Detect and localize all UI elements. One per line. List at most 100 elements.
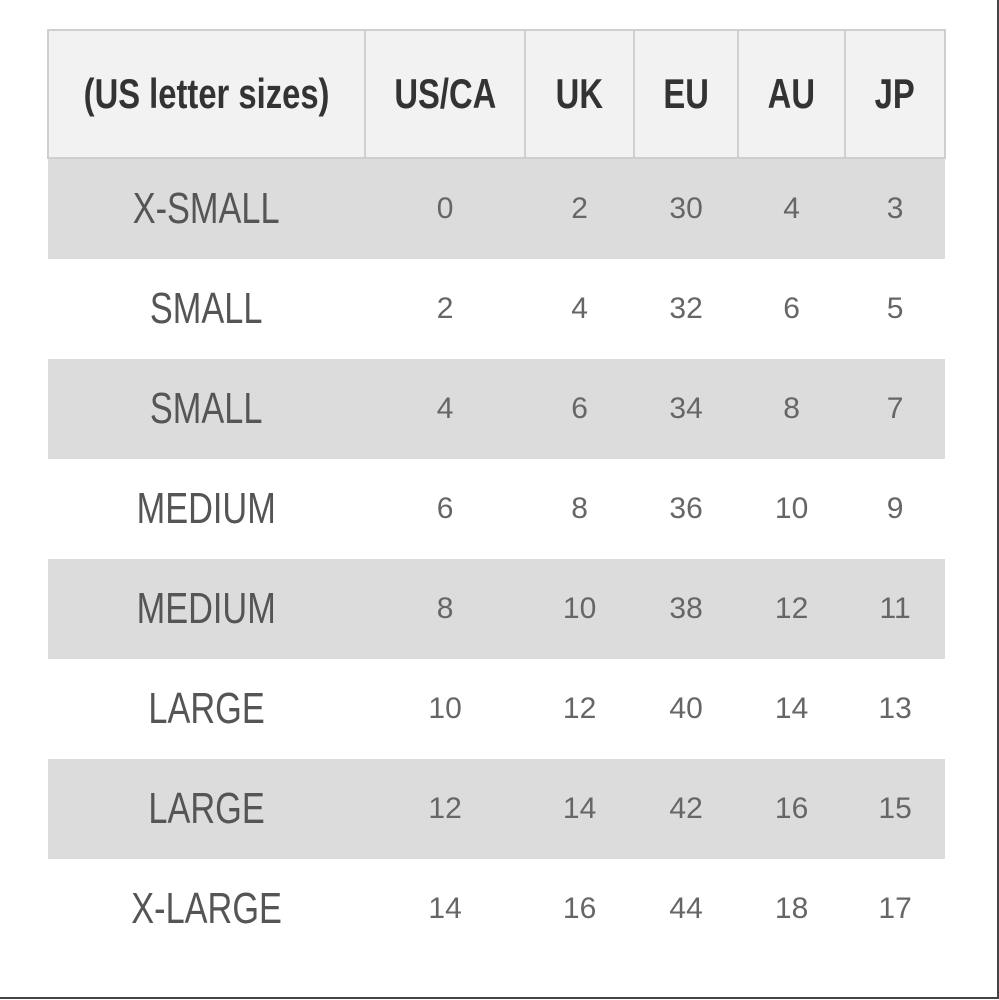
size-value: 30 xyxy=(669,192,703,225)
size-value-cell: 8 xyxy=(525,459,634,559)
size-label: SMALL xyxy=(150,384,263,433)
header-cell: EU xyxy=(633,29,740,159)
size-value-cell: 3 xyxy=(845,158,946,259)
header-text: JP xyxy=(875,70,916,117)
size-value: 12 xyxy=(774,592,809,625)
size-value-cell: 38 xyxy=(634,559,739,659)
size-value: 16 xyxy=(774,792,809,825)
size-value-cell: 4 xyxy=(365,359,526,459)
size-value: 10 xyxy=(428,692,462,725)
header-cell: AU xyxy=(737,29,847,159)
size-value: 32 xyxy=(669,292,703,325)
size-value-cell: 30 xyxy=(634,158,739,259)
size-value-cell: 15 xyxy=(845,759,946,859)
header-text: US/CA xyxy=(394,70,497,117)
size-value-cell: 14 xyxy=(738,659,845,759)
size-label-cell: X-LARGE xyxy=(48,859,365,959)
size-row: X-LARGE 14 16 44 18 17 xyxy=(48,859,945,959)
header-text: UK xyxy=(555,70,604,117)
size-value: 4 xyxy=(571,292,588,325)
size-value: 16 xyxy=(562,892,597,925)
size-value: 18 xyxy=(774,892,809,925)
size-value-cell: 17 xyxy=(845,859,945,959)
size-value-cell: 40 xyxy=(634,659,738,759)
size-value: 5 xyxy=(886,292,904,325)
size-value: 11 xyxy=(879,592,911,625)
size-row: LARGE 10 12 40 14 13 xyxy=(48,659,945,759)
size-label-cell: SMALL xyxy=(48,359,366,459)
header-text: (US letter sizes) xyxy=(83,70,330,117)
size-value-cell: 2 xyxy=(525,158,635,259)
size-label: MEDIUM xyxy=(136,584,277,633)
size-value-cell: 9 xyxy=(845,459,945,559)
size-value: 13 xyxy=(878,692,912,725)
size-value-cell: 18 xyxy=(738,859,845,959)
size-value-cell: 13 xyxy=(845,659,945,759)
size-label: X-SMALL xyxy=(133,184,280,233)
size-label-cell: MEDIUM xyxy=(48,559,366,659)
size-value-cell: 8 xyxy=(738,359,846,459)
size-label: MEDIUM xyxy=(136,484,277,533)
size-value-cell: 6 xyxy=(525,359,635,459)
header-cell: US/CA xyxy=(364,29,527,159)
size-value-cell: 42 xyxy=(634,759,739,859)
size-value: 10 xyxy=(774,492,809,525)
size-value-cell: 8 xyxy=(365,559,526,659)
size-value-cell: 11 xyxy=(845,559,946,659)
size-label-cell: SMALL xyxy=(48,259,365,359)
size-value-cell: 12 xyxy=(525,659,634,759)
size-value: 9 xyxy=(886,492,904,525)
size-value: 12 xyxy=(428,792,462,825)
size-value: 10 xyxy=(562,592,597,625)
size-value: 12 xyxy=(562,692,597,725)
size-value-cell: 44 xyxy=(634,859,738,959)
size-label-cell: MEDIUM xyxy=(48,459,365,559)
size-value: 2 xyxy=(436,292,454,325)
size-row: SMALL 4 6 34 8 7 xyxy=(48,359,946,459)
size-value-cell: 14 xyxy=(365,859,525,959)
size-value-cell: 5 xyxy=(845,259,945,359)
size-row: X-SMALL 0 2 30 4 3 xyxy=(48,158,946,259)
size-row: SMALL 2 4 32 6 5 xyxy=(48,259,945,359)
size-value: 42 xyxy=(669,792,703,825)
size-value: 14 xyxy=(562,792,597,825)
size-value-cell: 12 xyxy=(365,759,526,859)
size-value: 0 xyxy=(436,192,454,225)
size-value-cell: 34 xyxy=(634,359,739,459)
size-label-cell: LARGE xyxy=(48,659,365,759)
size-value-cell: 7 xyxy=(845,359,946,459)
size-value: 8 xyxy=(783,392,800,425)
size-label: LARGE xyxy=(148,684,265,733)
size-row: MEDIUM 8 10 38 12 11 xyxy=(48,559,946,659)
header-text: EU xyxy=(663,70,709,117)
size-value: 44 xyxy=(669,892,703,925)
size-value-cell: 0 xyxy=(365,158,526,259)
size-row: MEDIUM 6 8 36 10 9 xyxy=(48,459,945,559)
size-value: 8 xyxy=(436,592,454,625)
size-value-cell: 10 xyxy=(525,559,635,659)
size-value: 4 xyxy=(436,392,454,425)
size-value: 40 xyxy=(669,692,703,725)
size-value: 38 xyxy=(669,592,703,625)
size-row: LARGE 12 14 42 16 15 xyxy=(48,759,946,859)
size-value-cell: 16 xyxy=(738,759,846,859)
size-value: 14 xyxy=(428,892,462,925)
size-label-cell: LARGE xyxy=(48,759,366,859)
size-label: SMALL xyxy=(150,284,263,333)
size-value: 2 xyxy=(571,192,588,225)
size-table: (US letter sizes) US/CA UK EU AU JP X-SMALL 0 2… xyxy=(46,29,947,959)
size-value: 3 xyxy=(886,192,904,225)
size-value-cell: 6 xyxy=(365,459,525,559)
size-value-cell: 4 xyxy=(525,259,634,359)
header-text: AU xyxy=(767,70,816,117)
size-label: LARGE xyxy=(148,784,265,833)
header-cell: UK xyxy=(524,29,636,159)
header-cell: (US letter sizes) xyxy=(46,29,367,159)
size-value-cell: 10 xyxy=(365,659,525,759)
size-value: 15 xyxy=(878,792,912,825)
size-value: 14 xyxy=(774,692,809,725)
header-cell: JP xyxy=(844,29,947,159)
size-value: 36 xyxy=(669,492,703,525)
